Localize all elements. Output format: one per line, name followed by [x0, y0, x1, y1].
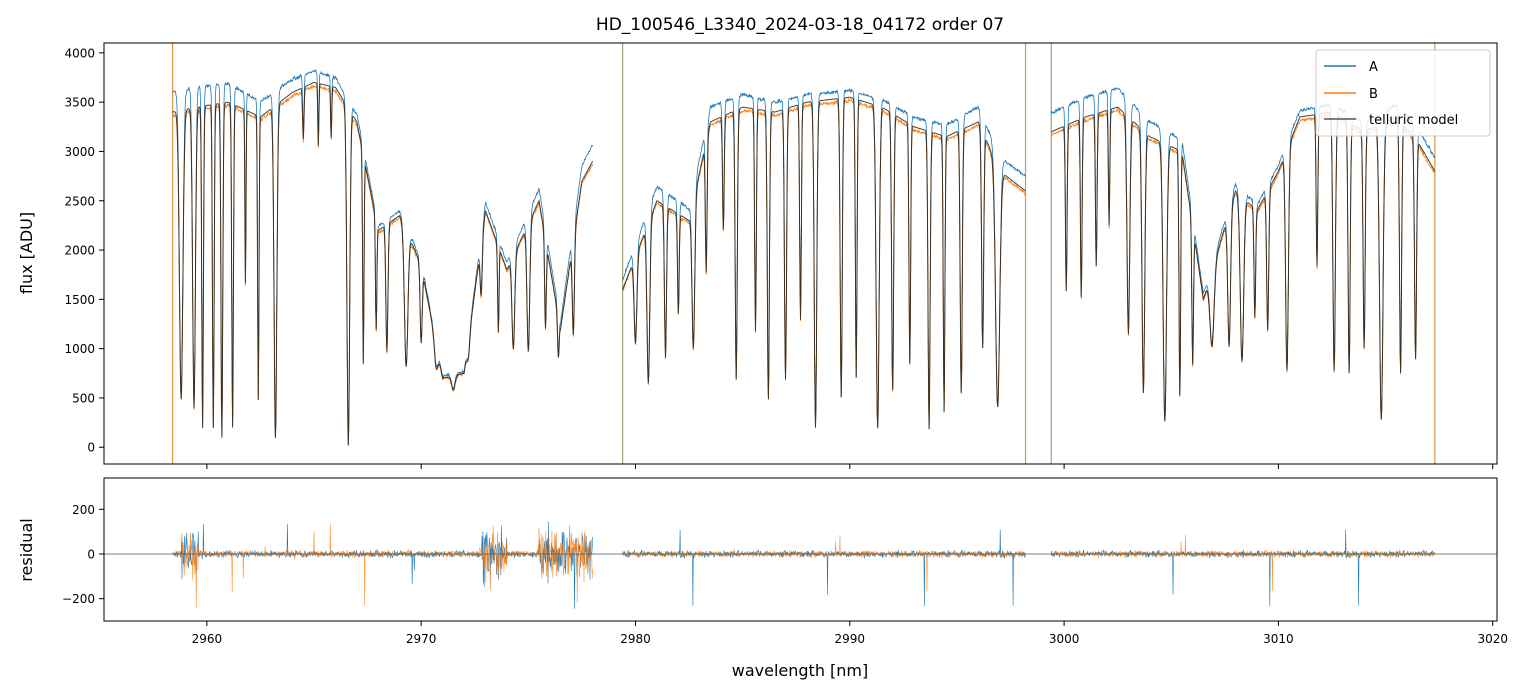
flux-y-axis-label: flux [ADU] [17, 212, 36, 294]
flux-y-tick-label: 3500 [64, 96, 95, 110]
series-a-line [172, 68, 593, 446]
legend-label-a: A [1369, 60, 1378, 75]
flux-plot-frame [103, 42, 1498, 465]
residual-x-tick-label: 3020 [1477, 632, 1508, 646]
residual-x-tick-label: 2970 [406, 632, 437, 646]
legend-label-b: B [1369, 87, 1378, 102]
residual-x-tick-label: 2980 [620, 632, 651, 646]
residual-plot-frame [103, 477, 1498, 622]
x-axis-label: wavelength [nm] [732, 661, 869, 680]
legend-label-telluric: telluric model [1369, 113, 1458, 128]
series-a-line [622, 88, 1026, 429]
chart-title: HD_100546_L3340_2024-03-18_04172 order 0… [596, 15, 1004, 35]
residual-y-axis-label: residual [17, 518, 36, 581]
series-b-line [172, 84, 593, 446]
telluric-model-line [172, 81, 594, 446]
flux-y-tick-label: 1500 [64, 293, 95, 307]
legend: A B telluric model [1315, 49, 1491, 137]
residual-panel: −200 0 200 2960 2970 2980 2990 3000 3010 3020 re… [17, 477, 1508, 680]
flux-y-tick-label: 0 [87, 441, 95, 455]
flux-y-tick-label: 2500 [64, 194, 95, 208]
flux-y-tick-label: 500 [72, 391, 95, 405]
residual-y-tick-label: −200 [62, 592, 95, 606]
flux-y-tick-label: 4000 [64, 46, 95, 60]
flux-y-tick-label: 1000 [64, 342, 95, 356]
residual-x-tick-label: 3010 [1263, 632, 1294, 646]
flux-y-tick-label: 3000 [64, 145, 95, 159]
telluric-model-line [622, 96, 1026, 430]
flux-panel: 0 500 1000 1500 2000 2500 3000 3500 4000 flux [A… [17, 42, 1498, 469]
residual-y-tick-label: 200 [72, 503, 95, 517]
residual-x-tick-label: 2960 [192, 632, 223, 646]
flux-y-tick-label: 2000 [64, 244, 95, 258]
residual-x-tick-label: 3000 [1049, 632, 1080, 646]
residual-b-line [1050, 534, 1436, 592]
residual-x-tick-label: 2990 [835, 632, 866, 646]
residual-y-tick-label: 0 [87, 547, 95, 561]
legend-box [1315, 49, 1491, 137]
